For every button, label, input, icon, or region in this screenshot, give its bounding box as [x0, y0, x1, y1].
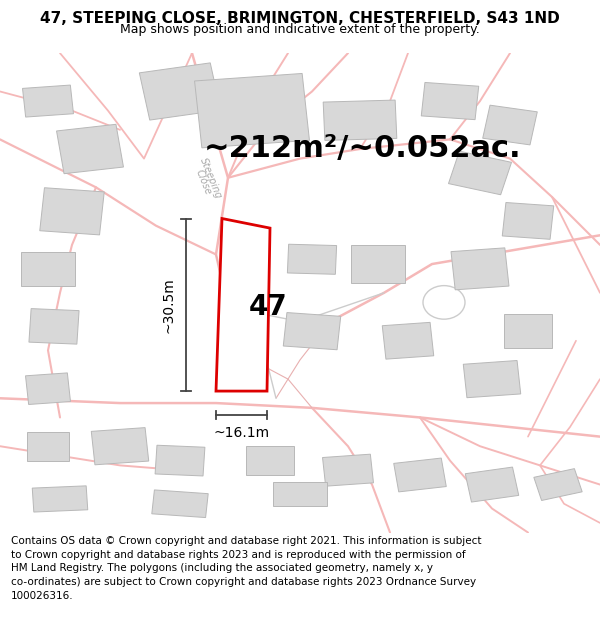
- Polygon shape: [32, 486, 88, 512]
- Polygon shape: [502, 202, 554, 239]
- Polygon shape: [463, 361, 521, 398]
- Text: ~16.1m: ~16.1m: [214, 426, 269, 439]
- Polygon shape: [394, 458, 446, 492]
- Text: ~30.5m: ~30.5m: [161, 277, 175, 332]
- Polygon shape: [152, 490, 208, 518]
- Polygon shape: [382, 322, 434, 359]
- Polygon shape: [483, 105, 537, 145]
- Polygon shape: [421, 82, 479, 119]
- Polygon shape: [351, 245, 405, 283]
- Polygon shape: [23, 85, 73, 117]
- Polygon shape: [26, 373, 70, 404]
- Text: Contains OS data © Crown copyright and database right 2021. This information is : Contains OS data © Crown copyright and d…: [11, 536, 481, 601]
- Polygon shape: [287, 244, 337, 274]
- Polygon shape: [246, 446, 294, 475]
- Polygon shape: [21, 252, 75, 286]
- Polygon shape: [27, 432, 69, 461]
- Polygon shape: [323, 454, 373, 486]
- Polygon shape: [323, 100, 397, 141]
- Polygon shape: [216, 219, 270, 391]
- Polygon shape: [504, 314, 552, 348]
- Polygon shape: [465, 467, 519, 502]
- Polygon shape: [194, 74, 310, 148]
- Text: ~212m²/~0.052ac.: ~212m²/~0.052ac.: [204, 134, 521, 164]
- Polygon shape: [139, 63, 221, 120]
- Polygon shape: [283, 312, 341, 350]
- Polygon shape: [451, 248, 509, 290]
- Polygon shape: [534, 469, 582, 501]
- Polygon shape: [273, 482, 327, 506]
- Polygon shape: [29, 309, 79, 344]
- Polygon shape: [155, 445, 205, 476]
- Text: Map shows position and indicative extent of the property.: Map shows position and indicative extent…: [120, 23, 480, 36]
- Polygon shape: [91, 428, 149, 465]
- Text: 47, STEEPING CLOSE, BRIMINGTON, CHESTERFIELD, S43 1ND: 47, STEEPING CLOSE, BRIMINGTON, CHESTERF…: [40, 11, 560, 26]
- Polygon shape: [448, 151, 512, 195]
- Polygon shape: [40, 188, 104, 235]
- Text: Steeping
Close: Steeping Close: [190, 156, 224, 204]
- Polygon shape: [56, 124, 124, 174]
- Text: 47: 47: [248, 293, 287, 321]
